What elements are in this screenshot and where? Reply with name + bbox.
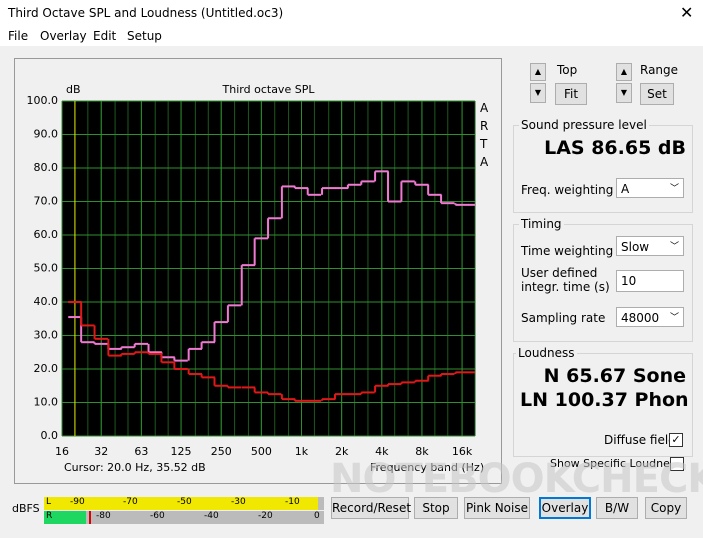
- field-label: Freq. weighting: [521, 183, 614, 197]
- dropdown[interactable]: Slow ﹀: [616, 236, 684, 256]
- meter-r-bar: [44, 511, 86, 524]
- menu-item[interactable]: File: [8, 29, 29, 43]
- set-button[interactable]: Set: [640, 83, 674, 105]
- y-tick-label: 100.0: [27, 94, 59, 107]
- pink-noise-button[interactable]: Pink Noise: [464, 497, 530, 519]
- meter-scale: -70: [123, 497, 138, 507]
- input-value: 10: [621, 274, 637, 288]
- meter-scale: -10: [285, 497, 300, 507]
- y-tick-label: 40.0: [34, 295, 59, 308]
- dropdown[interactable]: A ﹀: [616, 178, 684, 198]
- spin-down[interactable]: ▼: [530, 83, 546, 103]
- y-tick-label: 50.0: [34, 262, 59, 275]
- close-button[interactable]: ✕: [680, 3, 694, 22]
- y-tick-label: 60.0: [34, 228, 59, 241]
- x-tick-label: 16: [55, 445, 69, 458]
- y-tick-label: 90.0: [34, 128, 59, 141]
- text-input[interactable]: 10: [616, 270, 684, 292]
- field-label: Time weighting: [521, 244, 614, 258]
- x-tick-label: 1k: [295, 445, 309, 458]
- meter-scale: -30: [231, 497, 246, 507]
- spin-down[interactable]: ▼: [616, 83, 632, 103]
- chart-title: Third octave SPL: [222, 83, 316, 96]
- x-tick-label: 125: [171, 445, 192, 458]
- dropdown-value: 48000: [621, 311, 660, 325]
- checkbox[interactable]: ✓: [669, 433, 683, 447]
- meter-l-bar: [44, 497, 318, 510]
- meter-scale: -50: [177, 497, 192, 507]
- meter-channel: R: [46, 511, 53, 521]
- group-legend: Timing: [519, 217, 564, 231]
- spin-up[interactable]: ▲: [616, 63, 632, 81]
- x-axis-label: Frequency band (Hz): [370, 461, 484, 474]
- window-title: Third Octave SPL and Loudness (Untitled.…: [8, 6, 284, 20]
- y-tick-label: 20.0: [34, 362, 59, 375]
- group-legend: Sound pressure level: [519, 118, 649, 132]
- meter-scale: -40: [204, 511, 219, 521]
- meter-unit: dBFS: [12, 502, 40, 515]
- x-tick-label: 32: [94, 445, 108, 458]
- cursor-readout: Cursor: 20.0 Hz, 35.52 dB: [64, 461, 206, 474]
- meter-l-rest: [318, 497, 324, 510]
- y-tick-label: 10.0: [34, 396, 59, 409]
- x-tick-label: 2k: [335, 445, 349, 458]
- copy-button[interactable]: Copy: [645, 497, 687, 519]
- x-tick-label: 16k: [452, 445, 473, 458]
- dropdown-value: Slow: [621, 240, 650, 254]
- menu-item[interactable]: Edit: [93, 29, 117, 43]
- x-tick-label: 500: [251, 445, 272, 458]
- x-tick-label: 250: [211, 445, 232, 458]
- checkbox-label: Diffuse field: [604, 433, 676, 447]
- watermark: NOTEBOOKCHECK: [330, 456, 703, 502]
- stop-button[interactable]: Stop: [414, 497, 458, 519]
- spl-reading: LAS 86.65 dB: [544, 137, 686, 159]
- meter-scale: -90: [70, 497, 85, 507]
- fit-button[interactable]: Fit: [555, 83, 587, 105]
- bw-button[interactable]: B/W: [596, 497, 638, 519]
- x-tick-label: 4k: [375, 445, 389, 458]
- meter-peak: [89, 511, 91, 524]
- dropdown-value: A: [621, 182, 630, 196]
- checkbox[interactable]: [670, 457, 684, 471]
- overlay-button[interactable]: Overlay: [539, 497, 591, 519]
- range-label: Range: [640, 63, 679, 77]
- meter-channel: L: [46, 497, 52, 507]
- loudness-n: N 65.67 Sone: [543, 365, 686, 387]
- x-tick-label: 8k: [415, 445, 429, 458]
- y-axis-label: dB: [66, 83, 81, 96]
- group-legend: Loudness: [516, 346, 577, 360]
- loudness-group: [513, 353, 693, 457]
- loudness-ln: LN 100.37 Phon: [520, 389, 689, 411]
- menu-item[interactable]: Setup: [127, 29, 162, 43]
- field-label: Sampling rate: [521, 311, 606, 325]
- meter-r-rest: [86, 511, 324, 524]
- y-tick-label: 70.0: [34, 195, 59, 208]
- top-label: Top: [557, 63, 578, 77]
- meter-scale: -60: [150, 511, 165, 521]
- y-tick-label: 30.0: [34, 329, 59, 342]
- menu-bar: [0, 28, 703, 46]
- y-tick-label: 0.0: [41, 429, 59, 442]
- x-tick-label: 63: [134, 445, 148, 458]
- side-label: ARTA: [480, 101, 489, 169]
- timing-group: [513, 224, 693, 342]
- field-label: User defined integr. time (s): [521, 266, 610, 294]
- dropdown[interactable]: 48000 ﹀: [616, 307, 684, 327]
- title-bar: [0, 0, 703, 28]
- y-tick-label: 80.0: [34, 161, 59, 174]
- meter-scale: -80: [96, 511, 111, 521]
- spin-up[interactable]: ▲: [530, 63, 546, 81]
- meter-scale: -20: [258, 511, 273, 521]
- checkbox-label: Show Specific Loudness: [550, 457, 682, 470]
- record-button[interactable]: Record/Reset: [331, 497, 411, 519]
- meter-scale: 0: [314, 511, 320, 521]
- menu-item[interactable]: Overlay: [40, 29, 87, 43]
- chart: Third octave SPL dB Frequency band (Hz) Cur…: [27, 83, 485, 474]
